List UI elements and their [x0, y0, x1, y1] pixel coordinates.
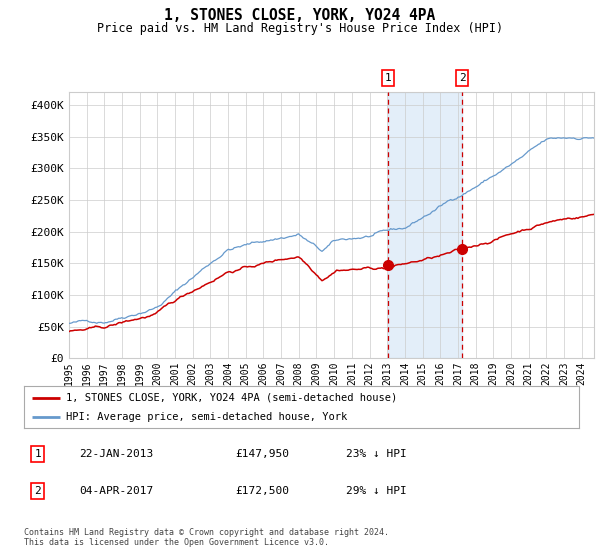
Text: 1, STONES CLOSE, YORK, YO24 4PA (semi-detached house): 1, STONES CLOSE, YORK, YO24 4PA (semi-de…: [65, 393, 397, 403]
Text: 29% ↓ HPI: 29% ↓ HPI: [346, 486, 407, 496]
Text: 23% ↓ HPI: 23% ↓ HPI: [346, 449, 407, 459]
Text: Price paid vs. HM Land Registry's House Price Index (HPI): Price paid vs. HM Land Registry's House …: [97, 22, 503, 35]
Text: 2: 2: [459, 73, 466, 83]
Text: 2: 2: [35, 486, 41, 496]
Text: 22-JAN-2013: 22-JAN-2013: [79, 449, 154, 459]
Text: Contains HM Land Registry data © Crown copyright and database right 2024.
This d: Contains HM Land Registry data © Crown c…: [24, 528, 389, 547]
Text: £147,950: £147,950: [235, 449, 289, 459]
Text: £172,500: £172,500: [235, 486, 289, 496]
Text: 1, STONES CLOSE, YORK, YO24 4PA: 1, STONES CLOSE, YORK, YO24 4PA: [164, 8, 436, 24]
Text: 1: 1: [385, 73, 392, 83]
Text: 04-APR-2017: 04-APR-2017: [79, 486, 154, 496]
Bar: [388, 92, 463, 358]
Text: 1: 1: [35, 449, 41, 459]
Text: HPI: Average price, semi-detached house, York: HPI: Average price, semi-detached house,…: [65, 412, 347, 422]
